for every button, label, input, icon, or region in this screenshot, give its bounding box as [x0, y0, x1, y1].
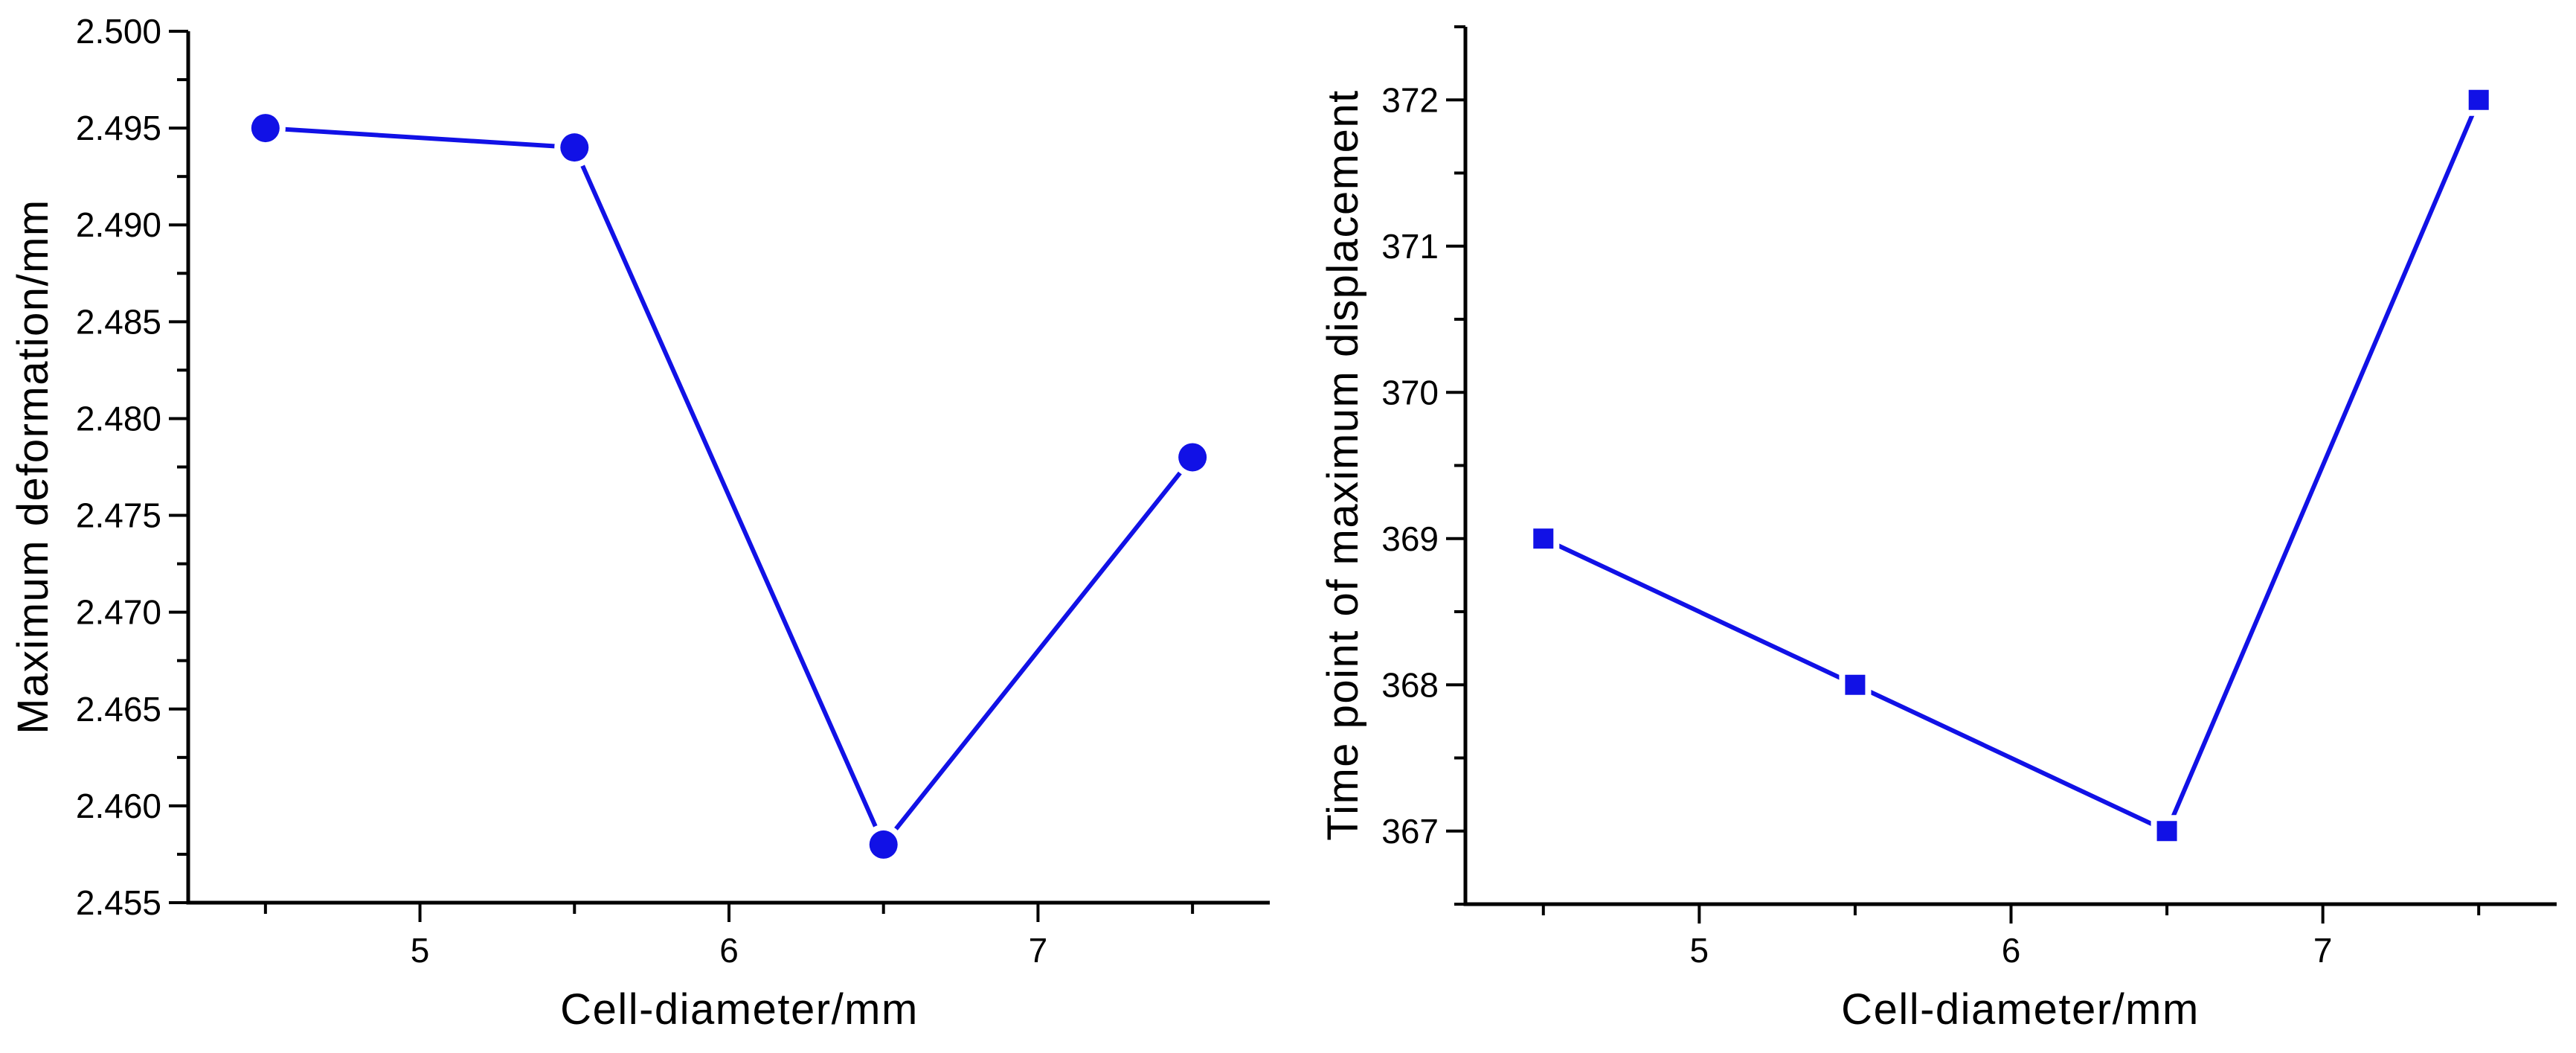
left-chart-data-point-marker — [1178, 443, 1207, 472]
right-chart-y-tick-label: 372 — [1381, 80, 1439, 119]
left-chart-y-tick-label: 2.460 — [76, 787, 161, 825]
right-chart-y-tick-label: 368 — [1381, 665, 1439, 704]
left-chart-y-tick-label: 2.465 — [76, 690, 161, 729]
left-chart-y-tick-label: 2.475 — [76, 496, 161, 535]
left-chart-x-tick-label: 7 — [1029, 931, 1048, 970]
right-chart-y-axis-title: Time point of maximum displacement — [1319, 89, 1367, 841]
left-chart-x-tick-label: 5 — [411, 931, 430, 970]
left-chart-y-axis-title: Maximum deformation/mm — [9, 199, 57, 734]
right-chart-y-tick-label: 370 — [1381, 373, 1439, 412]
left-chart-y-tick-label: 2.490 — [76, 205, 161, 244]
right-chart-y-tick-label: 369 — [1381, 519, 1439, 558]
left-chart-y-tick-label: 2.495 — [76, 109, 161, 147]
right-chart-x-tick-label: 7 — [2313, 931, 2333, 970]
left-chart-x-axis-title: Cell-diameter/mm — [560, 985, 919, 1034]
right-chart-data-point-marker — [2156, 821, 2177, 842]
left-chart-y-tick-label: 2.470 — [76, 593, 161, 632]
left-chart-y-tick-label: 2.455 — [76, 883, 161, 922]
right-chart-data-point-marker — [1845, 674, 1866, 695]
left-chart-x-tick-label: 6 — [719, 931, 739, 970]
left-chart-data-point-marker — [869, 830, 898, 859]
right-chart-data-point-marker — [1533, 528, 1554, 549]
right-chart-y-tick-label: 371 — [1381, 227, 1439, 266]
left-chart-y-tick-label: 2.485 — [76, 302, 161, 341]
left-chart-y-tick-label: 2.480 — [76, 399, 161, 438]
left-chart-data-line — [265, 126, 1195, 849]
right-chart-x-tick-label: 5 — [1690, 931, 1709, 970]
right-chart-data-point-marker — [2468, 89, 2489, 110]
right-chart-x-tick-label: 6 — [2002, 931, 2021, 970]
right-chart-y-tick-label: 367 — [1381, 812, 1439, 851]
left-chart-data-point-marker — [560, 133, 589, 162]
left-chart-data-point-marker — [251, 114, 280, 143]
right-chart-x-axis-title: Cell-diameter/mm — [1841, 985, 2200, 1034]
right-chart-data-line — [1542, 99, 2481, 834]
left-chart-y-tick-label: 2.500 — [76, 12, 161, 51]
